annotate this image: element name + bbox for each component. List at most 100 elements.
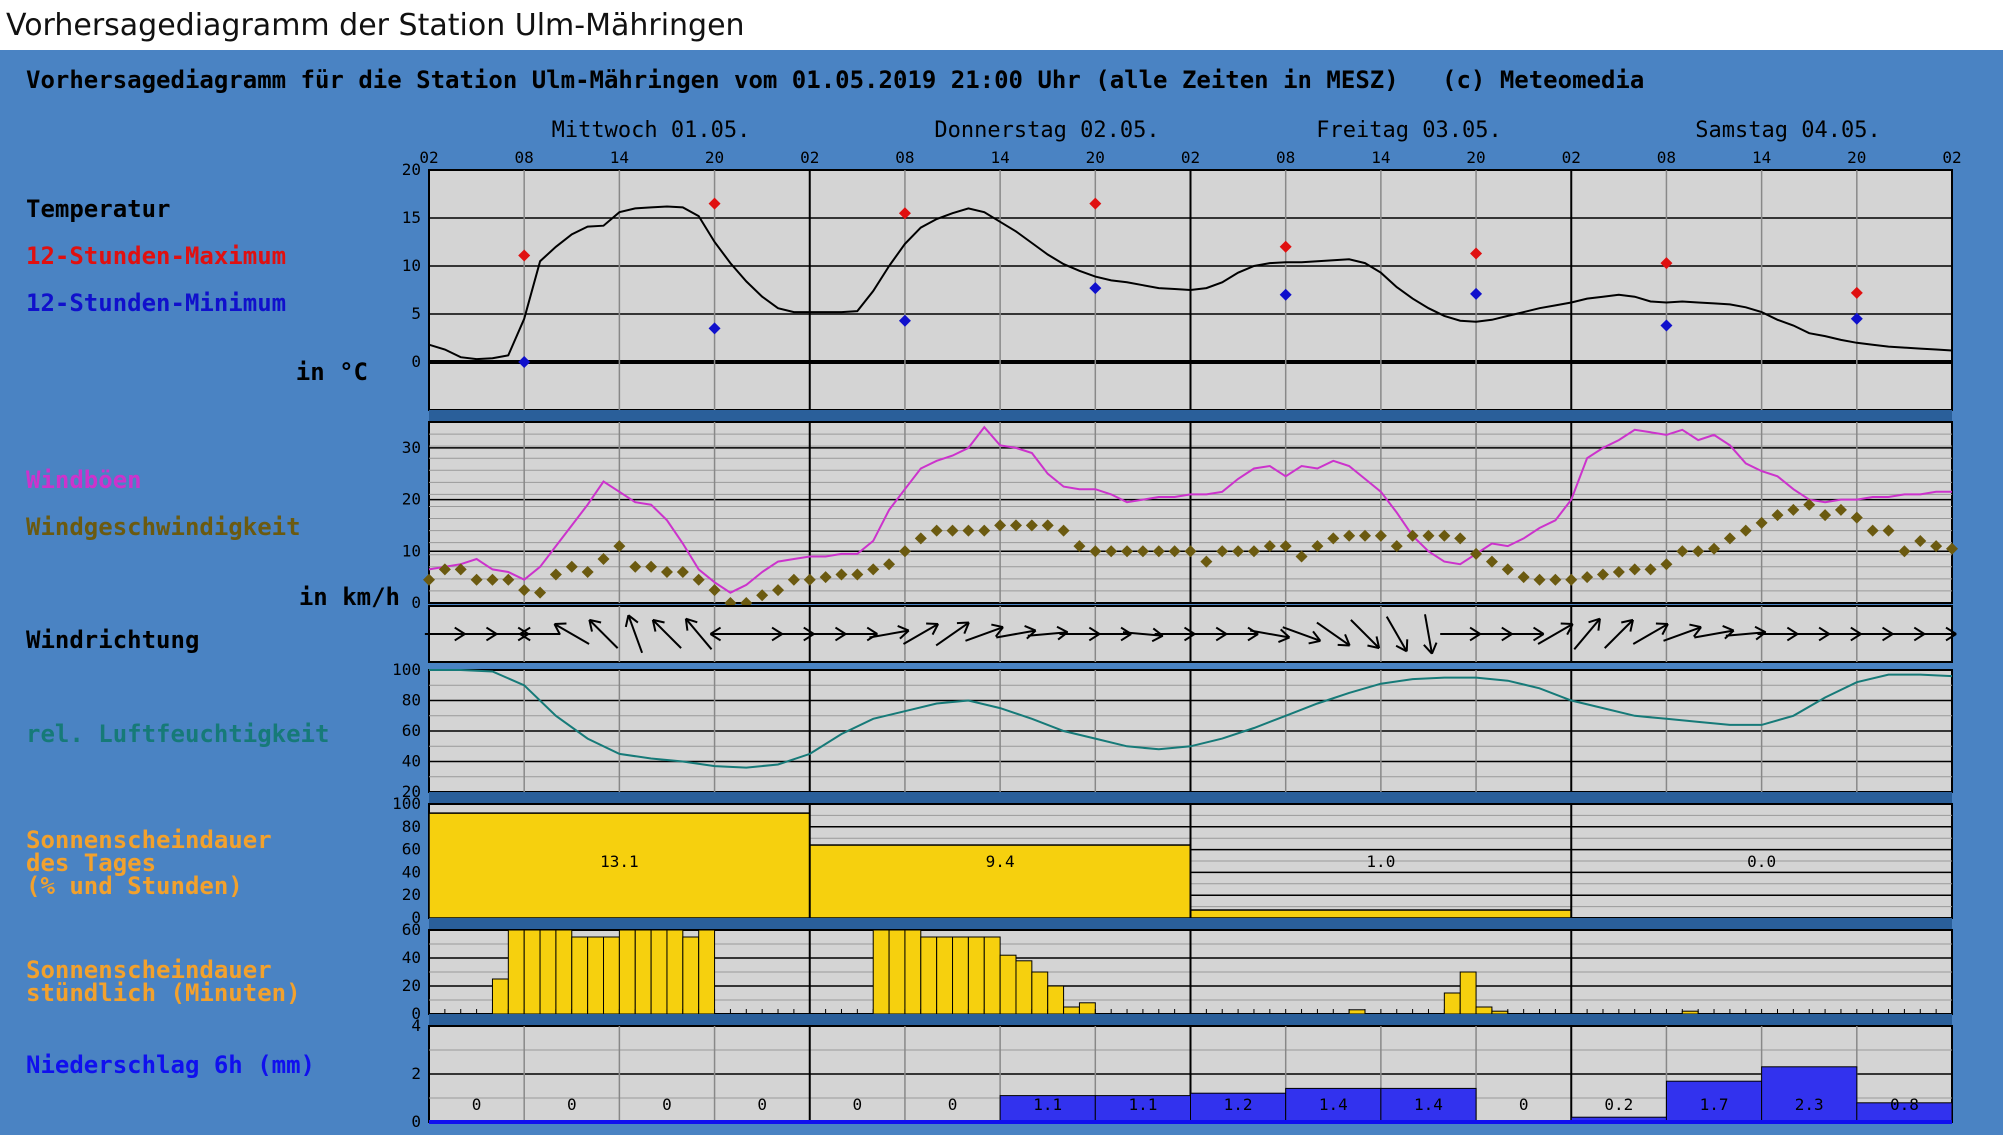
- day-labels: Mittwoch 01.05. Donnerstag 02.05. Freita…: [552, 118, 1881, 143]
- wind-arrow-head: [897, 625, 910, 632]
- panel-separator: [429, 918, 1952, 930]
- hour-label: 02: [1942, 148, 1961, 167]
- wind-arrow-head: [1395, 644, 1408, 653]
- day-label-3: Freitag 03.05.: [1316, 118, 1501, 143]
- wind-arrow-head: [1945, 633, 1957, 642]
- sunshine-hourly-bar: [920, 936, 938, 1015]
- wind-speed-point: [1089, 545, 1102, 558]
- temperature-tick-label: 20: [402, 160, 421, 179]
- sunshine-hourly-bar: [650, 929, 668, 1015]
- wind-speed-point: [1644, 563, 1657, 576]
- wind-arrow-head: [963, 622, 970, 634]
- wind-arrow-head: [1088, 626, 1100, 635]
- wind-arrow-head: [1913, 633, 1925, 642]
- wind-speed-point: [565, 560, 578, 573]
- wind-speed-point: [1628, 563, 1641, 576]
- wind-arrow-shaft: [1663, 626, 1702, 642]
- wind-arrow-head: [1120, 633, 1132, 642]
- wind-speed-point: [1009, 519, 1022, 532]
- wind-arrow-head: [1423, 644, 1433, 655]
- wind-arrow-head: [1786, 633, 1799, 642]
- sunshine-hourly-bar: [1681, 1010, 1699, 1015]
- sunshine-hourly-bar: [1063, 1006, 1080, 1015]
- sunshine-hourly-bar: [904, 929, 922, 1015]
- sunshine-hourly-bar: [539, 929, 557, 1015]
- wind-arrow-head: [1850, 626, 1862, 635]
- wind-arrow-shaft: [652, 619, 682, 649]
- wind-speed-point: [1136, 545, 1149, 558]
- temperature-tick-label: 15: [402, 208, 421, 227]
- sunshine-hourly-bar: [999, 954, 1017, 1015]
- hour-label: 14: [1752, 148, 1771, 167]
- wind-arrow-shaft: [1603, 619, 1634, 649]
- wind-arrow-shaft: [1122, 631, 1163, 637]
- hour-label: 08: [515, 148, 534, 167]
- wind-speed-point: [1200, 555, 1213, 568]
- legend-min: 12-Stunden-Minimum: [26, 289, 286, 317]
- precipitation-value-label: 0: [948, 1095, 958, 1114]
- sunshine-daily-tick-label: 40: [402, 862, 421, 881]
- wind-speed-point: [1596, 568, 1609, 581]
- precipitation-value-label: 1.4: [1319, 1095, 1348, 1114]
- sunshine-hourly-bar: [555, 929, 573, 1015]
- wind-speed-point: [1406, 529, 1419, 542]
- chart-header: Vorhersagediagramm für die Station Ulm-M…: [26, 66, 1644, 94]
- wind-speed-point: [914, 532, 927, 545]
- hour-label: 14: [610, 148, 629, 167]
- wind-speed-point: [645, 560, 658, 573]
- wind-speed-point: [1247, 545, 1260, 558]
- wind-speed-point: [423, 573, 435, 586]
- wind-speed-point: [1216, 545, 1229, 558]
- wind-speed-point: [867, 563, 880, 576]
- precipitation-bar: [1094, 1095, 1191, 1123]
- wind-arrow-shaft: [1385, 616, 1408, 652]
- wind-direction-arrow: [1573, 617, 1601, 650]
- sunshine-hourly-bar: [618, 929, 636, 1015]
- wind-arrow-head: [1588, 617, 1601, 624]
- wind-speed-point: [676, 565, 689, 578]
- wind-direction-arrow: [965, 623, 1004, 642]
- wind-speed-point: [692, 573, 705, 586]
- wind-arrow-head: [1532, 633, 1545, 642]
- wind-speed-point: [1866, 524, 1879, 537]
- precipitation-tick-label: 0: [411, 1112, 421, 1131]
- wind-arrow-head: [1882, 626, 1894, 635]
- wind-arrow-head: [485, 626, 498, 635]
- wind-speed-point: [1057, 524, 1070, 537]
- wind-arrow-head: [1367, 644, 1380, 650]
- sunshine-hourly-bar: [698, 929, 716, 1015]
- panel-separator: [429, 410, 1952, 422]
- wind-arrow-shaft: [1282, 626, 1321, 642]
- wind-speed-point: [772, 584, 785, 597]
- min-temperature-point: [1850, 312, 1863, 325]
- sunshine-hourly-tick-label: 20: [402, 976, 421, 995]
- wind-direction-arrow: [1632, 622, 1669, 645]
- wind-arrow-shaft: [1537, 623, 1574, 645]
- sunshine-hourly-bar: [507, 929, 525, 1015]
- max-temperature-point: [1279, 240, 1292, 253]
- temperature-unit: in °C: [296, 358, 368, 386]
- sunshine-daily-bar: [809, 844, 1192, 919]
- legend-temperature: Temperatur: [26, 195, 171, 223]
- wind-arrow-head: [1818, 626, 1830, 635]
- wind-direction-arrow: [684, 617, 713, 650]
- wind-arrow-head: [1501, 626, 1513, 635]
- sunshine-hourly-bar: [967, 936, 985, 1015]
- wind-arrow-head: [1183, 626, 1196, 635]
- wind-arrow-head: [1247, 633, 1259, 642]
- max-temperature-point: [518, 249, 531, 262]
- wind-arrow-head: [554, 622, 567, 625]
- wind-arrow-head: [454, 626, 466, 635]
- day-label-1: Mittwoch 01.05.: [552, 118, 751, 143]
- wind-direction-arrow: [588, 618, 619, 649]
- wind-speed-point: [1723, 532, 1736, 545]
- legend-sun-daily-1: Sonnenscheindauer: [26, 826, 272, 854]
- wind-arrow-head: [771, 633, 783, 642]
- wind-speed-point: [1295, 550, 1308, 563]
- precipitation-value-label: 0.2: [1604, 1095, 1633, 1114]
- humidity-tick-label: 20: [402, 782, 421, 801]
- temperature-tick-label: 0: [411, 352, 421, 371]
- wind-speed-point: [1533, 573, 1546, 586]
- wind-tick-label: 20: [402, 490, 421, 509]
- legend-humidity: rel. Luftfeuchtigkeit: [26, 720, 329, 748]
